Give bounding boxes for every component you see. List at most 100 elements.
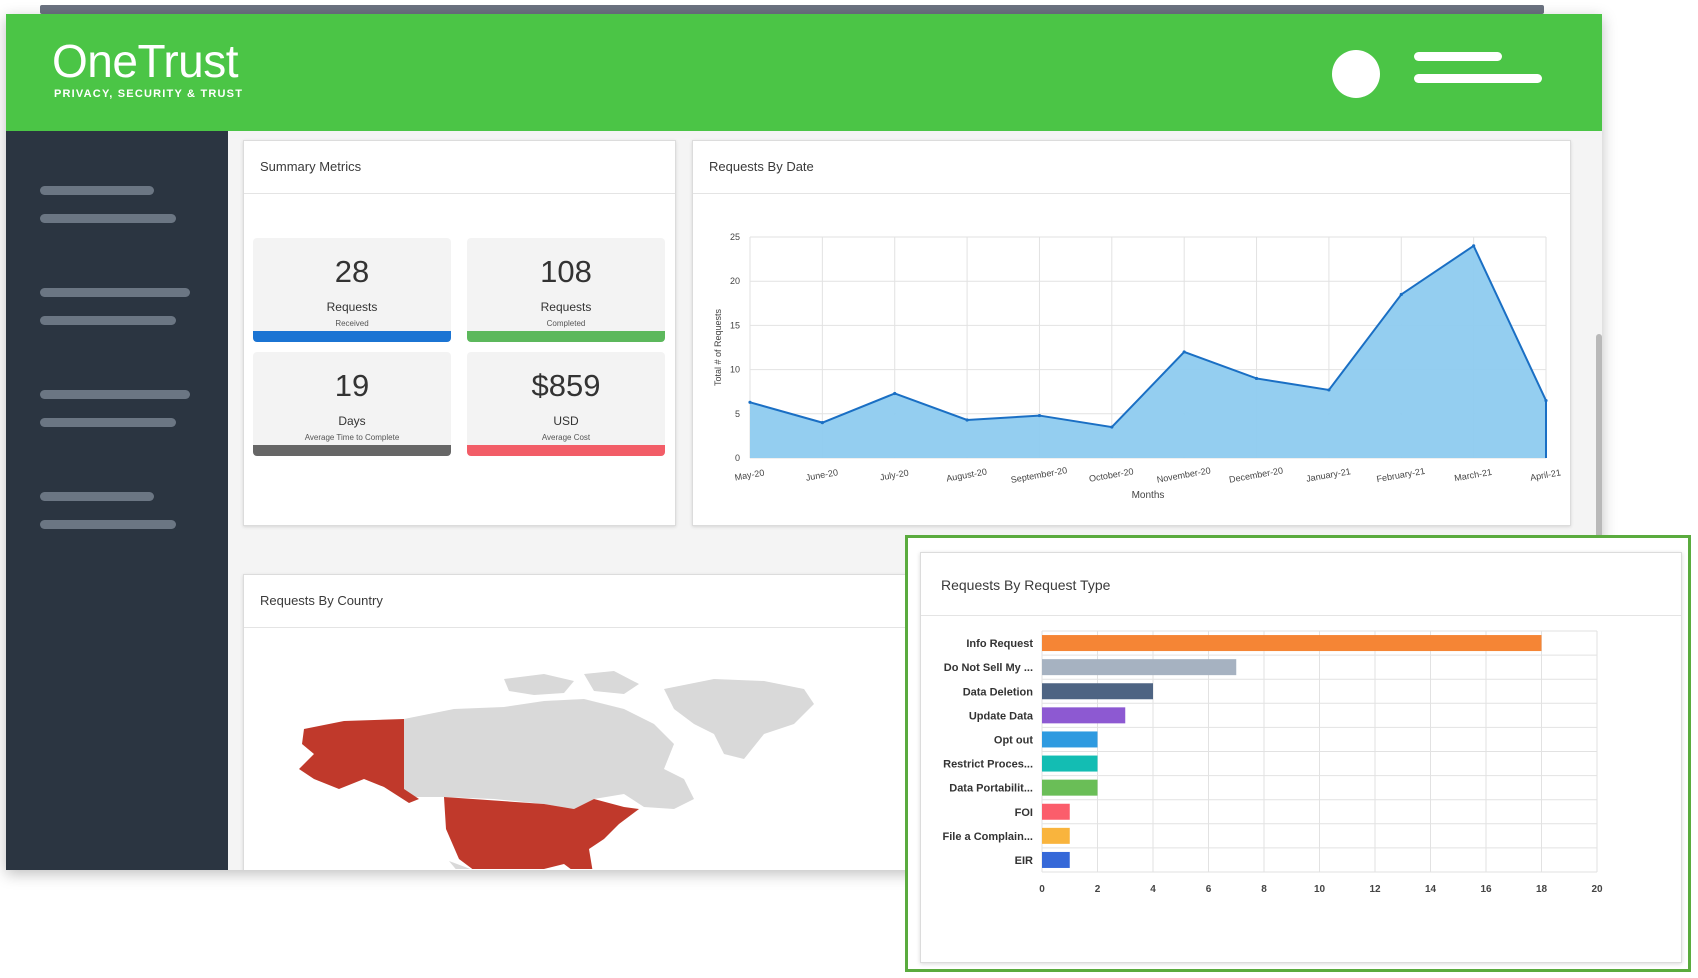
metric-color-bar: [253, 445, 451, 456]
top-header: OneTrust PRIVACY, SECURITY & TRUST: [6, 14, 1602, 131]
data-point: [820, 421, 824, 425]
x-axis-label: Months: [1132, 490, 1165, 501]
data-point: [893, 391, 897, 396]
data-point: [1037, 413, 1042, 418]
metric-color-bar: [467, 331, 665, 342]
data-point: [1399, 292, 1403, 297]
y-tick-label: 20: [730, 276, 740, 286]
bar: [1042, 683, 1153, 700]
x-tick-label: October-20: [1088, 466, 1134, 484]
card-title: Requests By Date: [709, 159, 814, 174]
sidebar-item[interactable]: [40, 492, 200, 532]
area-fill: [750, 245, 1546, 458]
bar: [1042, 827, 1070, 844]
background-window-strip: [40, 5, 1544, 14]
user-avatar-icon[interactable]: [1332, 50, 1380, 98]
x-tick-label: March-21: [1454, 467, 1493, 483]
x-tick-label: September-20: [1010, 465, 1068, 485]
bar: [1042, 803, 1070, 820]
metric-requests-received[interactable]: 28 Requests Received: [253, 238, 451, 342]
brand-name: OneTrust: [52, 35, 239, 87]
sidebar-item[interactable]: [40, 186, 200, 226]
y-tick-label: 0: [735, 453, 740, 463]
data-point: [1472, 244, 1476, 248]
metric-value: $859: [531, 368, 601, 403]
y-axis-label: Total # of Requests: [713, 308, 723, 386]
metric-average-time[interactable]: 19 Days Average Time to Complete: [253, 352, 451, 456]
category-label: Opt out: [994, 734, 1033, 746]
x-tick-label: April-21: [1529, 467, 1561, 482]
data-point: [1544, 398, 1548, 403]
brand-logo[interactable]: OneTrust PRIVACY, SECURITY & TRUST: [52, 38, 243, 100]
bar: [1042, 659, 1237, 676]
brand-tagline: PRIVACY, SECURITY & TRUST: [54, 88, 244, 100]
x-tick-label: 2: [1095, 884, 1101, 895]
category-label: Info Request: [966, 638, 1033, 650]
metric-value: 108: [540, 254, 592, 289]
x-tick-label: 12: [1369, 884, 1381, 895]
x-tick-label: 8: [1261, 884, 1267, 895]
x-tick-label: December-20: [1228, 465, 1283, 484]
x-tick-label: 4: [1150, 884, 1156, 895]
x-tick-label: June-20: [805, 467, 839, 482]
card-title: Requests By Request Type: [941, 577, 1111, 593]
metric-color-bar: [467, 445, 665, 456]
bar: [1042, 779, 1098, 796]
map-arctic-islands: [504, 674, 574, 695]
map-united-states: [444, 797, 639, 869]
dashboard-window: OneTrust PRIVACY, SECURITY & TRUST Summa…: [6, 14, 1602, 870]
series-line: [749, 244, 1547, 429]
metric-label: USD: [553, 414, 579, 428]
category-label: Data Deletion: [963, 686, 1034, 698]
bar: [1042, 731, 1098, 748]
card-title: Summary Metrics: [260, 159, 362, 174]
y-tick-label: 15: [730, 320, 740, 330]
category-label: Data Portabilit...: [949, 783, 1033, 795]
page-scrollbar[interactable]: [1596, 334, 1602, 554]
x-tick-label: 20: [1591, 884, 1603, 895]
sidebar-item[interactable]: [40, 390, 200, 430]
metric-value: 19: [334, 368, 370, 403]
data-point: [1182, 350, 1186, 354]
x-tick-label: July-20: [879, 468, 909, 483]
bar: [1042, 707, 1126, 724]
x-tick-label: 18: [1536, 884, 1548, 895]
metric-color-bar: [253, 331, 451, 342]
x-tick-label: 0: [1039, 884, 1045, 895]
x-tick-label: 10: [1314, 884, 1326, 895]
x-tick-label: February-21: [1376, 466, 1426, 484]
card-title: Requests By Country: [260, 593, 383, 608]
sidebar-item[interactable]: [40, 288, 200, 328]
hamburger-menu-icon[interactable]: [1414, 52, 1544, 86]
metric-sublabel: Average Time to Complete: [304, 433, 400, 442]
y-tick-label: 10: [730, 365, 740, 375]
map-canada: [404, 699, 694, 809]
requests-by-date-card: Requests By Date 0 5 10 15 20 25 May-20 June-20…: [692, 140, 1571, 526]
map-greenland: [664, 679, 814, 759]
x-tick-label: May-20: [734, 468, 765, 483]
category-label: FOI: [1015, 807, 1033, 819]
metric-value: 28: [334, 254, 370, 289]
bar: [1042, 635, 1542, 652]
metric-label: Requests: [326, 300, 378, 314]
metric-requests-completed[interactable]: 108 Requests Completed: [467, 238, 665, 342]
requests-by-type-card: Requests By Request Type 0 2 4 6 8 10 12 14 16 18…: [920, 552, 1682, 963]
category-label: Update Data: [969, 710, 1034, 722]
x-tick-label: August-20: [945, 467, 987, 484]
requests-by-type-chart[interactable]: 0 2 4 6 8 10 12 14 16 18 20 Info Request Do Not Sell…: [921, 619, 1681, 959]
data-point: [965, 418, 969, 422]
category-label: File a Complain...: [943, 831, 1033, 843]
x-tick-label: 16: [1480, 884, 1492, 895]
y-tick-label: 5: [735, 409, 740, 419]
map-mexico: [449, 861, 471, 869]
requests-by-date-chart[interactable]: 0 5 10 15 20 25 May-20 June-20 July-20 August-20 S…: [693, 195, 1570, 525]
metric-label: Days: [338, 414, 366, 428]
data-point: [1110, 425, 1114, 429]
world-map[interactable]: [244, 629, 964, 869]
data-point: [748, 400, 752, 404]
y-tick-label: 25: [730, 232, 740, 242]
metric-sublabel: Received: [335, 319, 369, 328]
x-tick-label: January-21: [1305, 466, 1351, 484]
category-label: Restrict Proces...: [943, 759, 1033, 771]
metric-average-cost[interactable]: $859 USD Average Cost: [467, 352, 665, 456]
